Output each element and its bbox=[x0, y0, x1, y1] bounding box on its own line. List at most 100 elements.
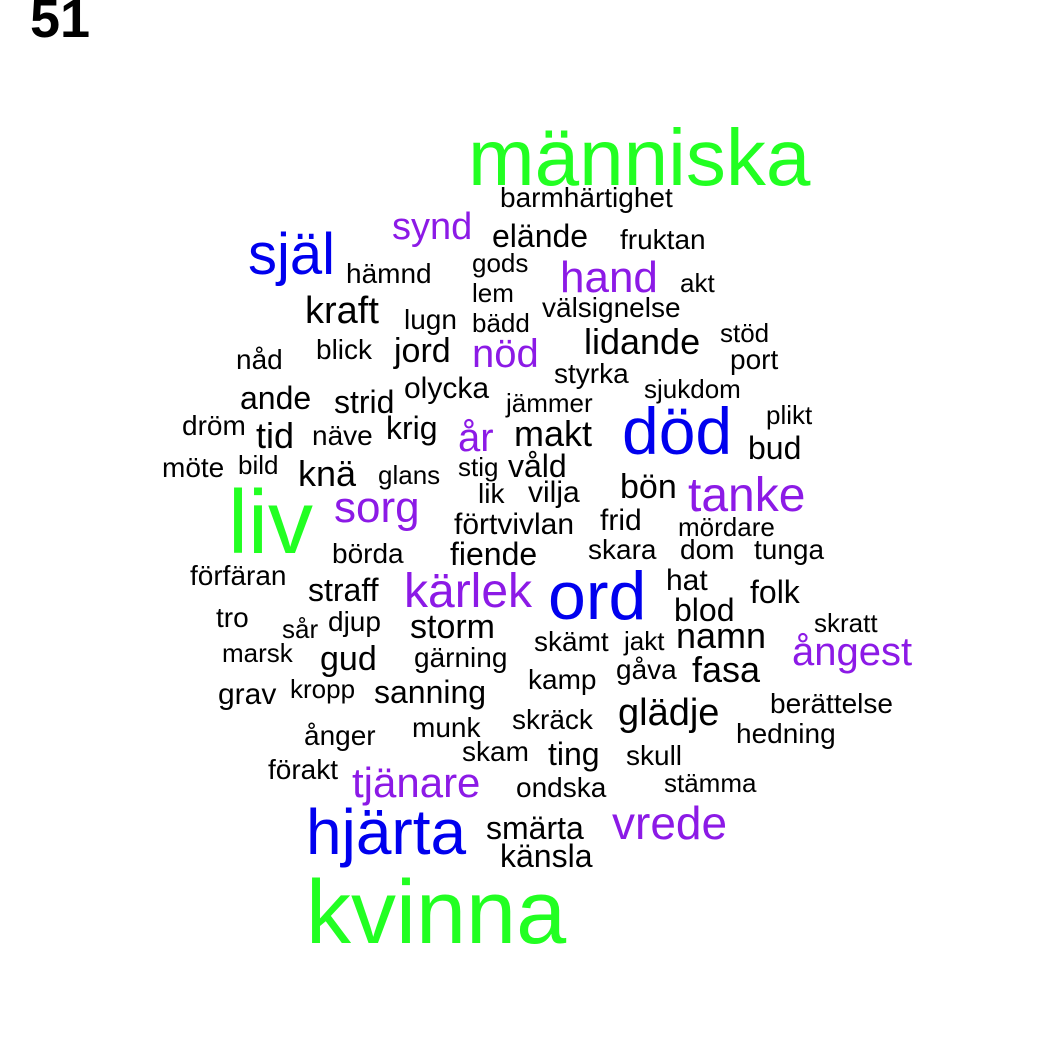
cloud-word: stämma bbox=[664, 768, 757, 798]
cloud-word: makt bbox=[514, 413, 593, 454]
cloud-word: sanning bbox=[374, 674, 487, 710]
cloud-word: frid bbox=[600, 504, 642, 537]
cloud-word: våld bbox=[508, 448, 567, 484]
cloud-word: marsk bbox=[222, 638, 293, 668]
cloud-word: kärlek bbox=[404, 565, 533, 618]
cloud-word: grav bbox=[218, 678, 277, 711]
cloud-word: strid bbox=[334, 384, 395, 420]
cloud-word: förtvivlan bbox=[454, 508, 575, 541]
cloud-word: kraft bbox=[305, 290, 379, 332]
cloud-word: glans bbox=[378, 460, 441, 490]
cloud-word: skam bbox=[462, 736, 529, 767]
cloud-word: folk bbox=[750, 574, 800, 610]
cloud-word: fasa bbox=[692, 649, 761, 690]
cloud-word: nåd bbox=[236, 344, 283, 375]
cloud-word: port bbox=[730, 344, 779, 375]
cloud-word: möte bbox=[162, 452, 225, 483]
cloud-word: dröm bbox=[182, 410, 246, 441]
cloud-word: blod bbox=[674, 592, 735, 628]
cloud-word: kvinna bbox=[306, 863, 567, 963]
cloud-word: bild bbox=[238, 450, 279, 480]
cloud-word: olycka bbox=[404, 372, 490, 405]
cloud-word: djup bbox=[328, 606, 381, 637]
cloud-word: fiende bbox=[450, 536, 538, 572]
cloud-word: känsla bbox=[500, 838, 593, 874]
cloud-word: plikt bbox=[766, 400, 813, 430]
cloud-word: börda bbox=[332, 538, 404, 569]
cloud-word: knä bbox=[298, 453, 357, 494]
cloud-word: själ bbox=[248, 222, 336, 287]
cloud-word: förakt bbox=[268, 754, 339, 785]
cloud-word: munk bbox=[412, 712, 481, 743]
cloud-word: tunga bbox=[754, 534, 825, 565]
cloud-word: dom bbox=[680, 534, 735, 565]
cloud-word: storm bbox=[410, 608, 495, 646]
cloud-word: ande bbox=[240, 380, 312, 416]
cloud-word: bädd bbox=[472, 308, 530, 338]
cloud-word: tjänare bbox=[352, 759, 481, 806]
cloud-word: berättelse bbox=[770, 688, 893, 719]
cloud-word: gärning bbox=[414, 642, 508, 673]
cloud-word: namn bbox=[676, 615, 767, 656]
cloud-word: mördare bbox=[678, 512, 775, 542]
cloud-word: barmhärtighet bbox=[500, 182, 673, 213]
cloud-word: jakt bbox=[624, 626, 665, 656]
cloud-word: sår bbox=[282, 614, 319, 644]
cloud-word: förfäran bbox=[190, 560, 287, 591]
cloud-word: människa bbox=[468, 113, 811, 202]
cloud-word: gods bbox=[472, 248, 529, 278]
cloud-word: styrka bbox=[554, 358, 629, 389]
cloud-word: glädje bbox=[618, 692, 720, 734]
cloud-word: tanke bbox=[688, 469, 806, 522]
cloud-word: hand bbox=[560, 253, 658, 302]
cloud-word: bud bbox=[748, 430, 802, 466]
cloud-word: gud bbox=[320, 640, 377, 678]
cloud-word: krig bbox=[386, 410, 438, 446]
cloud-word: hat bbox=[666, 564, 708, 597]
cloud-word: tro bbox=[216, 602, 249, 633]
cloud-word: lik bbox=[478, 478, 505, 509]
cloud-word: akt bbox=[680, 268, 715, 298]
cloud-word: ting bbox=[548, 736, 600, 772]
cloud-word: stöd bbox=[720, 318, 770, 348]
cloud-word: vilja bbox=[528, 476, 580, 509]
cloud-word: ånger bbox=[304, 720, 376, 751]
cloud-word: vrede bbox=[612, 797, 728, 849]
cloud-word: kamp bbox=[528, 664, 597, 695]
cloud-word: nöd bbox=[472, 332, 539, 376]
cloud-word: skräck bbox=[512, 704, 593, 735]
cloud-word: sorg bbox=[334, 483, 420, 532]
cloud-word: lidande bbox=[584, 321, 701, 362]
cloud-word: liv bbox=[228, 473, 313, 573]
cloud-word: lem bbox=[472, 278, 514, 308]
cloud-word: sjukdom bbox=[644, 374, 741, 404]
cloud-word: tid bbox=[256, 415, 295, 456]
cloud-word: bön bbox=[620, 468, 677, 506]
cloud-word: hedning bbox=[736, 718, 836, 749]
cloud-word: skull bbox=[626, 740, 683, 771]
cloud-word: synd bbox=[392, 206, 473, 248]
cloud-word: hjärta bbox=[306, 796, 467, 868]
cloud-word: skara bbox=[588, 534, 657, 565]
cloud-word: jord bbox=[394, 332, 451, 370]
cloud-word: död bbox=[622, 394, 733, 468]
cloud-word: straff bbox=[308, 572, 379, 608]
cloud-word: år bbox=[458, 416, 494, 460]
cloud-word: gåva bbox=[616, 654, 677, 685]
cloud-word: lugn bbox=[404, 304, 457, 335]
cloud-word: kropp bbox=[290, 674, 356, 704]
cloud-word: stig bbox=[458, 452, 499, 482]
panel-label: 51 bbox=[30, 0, 91, 49]
cloud-word: hämnd bbox=[346, 258, 432, 289]
cloud-word: välsignelse bbox=[542, 292, 681, 323]
cloud-word: ord bbox=[548, 558, 647, 634]
cloud-word: jämmer bbox=[506, 388, 593, 418]
cloud-word: ondska bbox=[516, 772, 607, 803]
cloud-word: skämt bbox=[534, 626, 609, 657]
cloud-word: näve bbox=[312, 420, 373, 451]
cloud-word: smärta bbox=[486, 810, 584, 846]
cloud-word: elände bbox=[492, 218, 589, 254]
cloud-word: fruktan bbox=[620, 224, 706, 255]
cloud-word: blick bbox=[316, 334, 373, 365]
